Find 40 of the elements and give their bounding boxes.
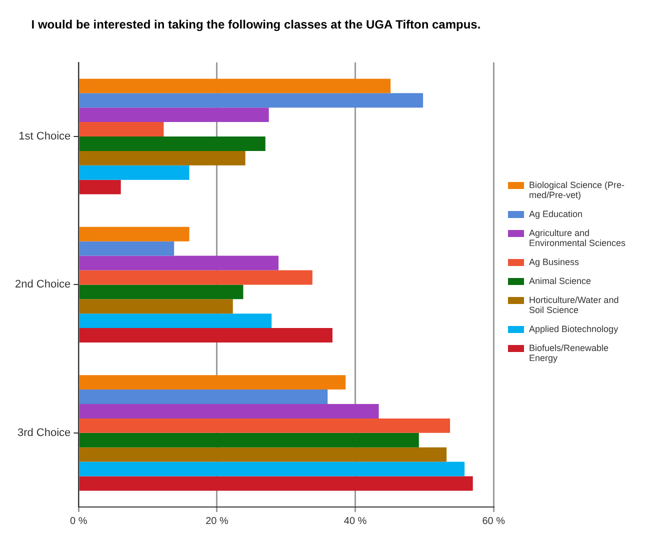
x-tick-label: 0 % xyxy=(70,516,88,527)
bar xyxy=(79,122,164,136)
legend-label: Ag Education xyxy=(529,208,583,218)
bar xyxy=(79,476,473,491)
bar xyxy=(79,432,419,448)
bar xyxy=(79,136,266,151)
bar xyxy=(79,314,272,328)
bar xyxy=(79,418,450,433)
bar xyxy=(79,270,312,285)
legend-label: Biofuels/Renewable Energy xyxy=(529,342,610,362)
legend-label: Applied Biotechnology xyxy=(529,324,618,334)
y-tick-label: 3rd Choice xyxy=(17,426,71,439)
bar xyxy=(79,165,190,180)
legend-label: Ag Business xyxy=(529,256,580,266)
bar xyxy=(79,447,447,462)
bar xyxy=(79,241,174,256)
x-tick-label: 40 % xyxy=(344,516,367,527)
chart-title: I would be interested in taking the following classes at the UGA Tifton campus. xyxy=(31,18,481,32)
x-tick-label: 20 % xyxy=(206,516,228,527)
bar xyxy=(79,328,332,342)
bar xyxy=(79,93,424,108)
x-tick-label: 60 % xyxy=(482,516,506,527)
bar xyxy=(79,390,328,404)
bar xyxy=(79,284,244,300)
bar xyxy=(79,462,465,476)
legend-label: Agriculture and Environmental Sciences xyxy=(529,228,627,248)
bar xyxy=(79,226,190,242)
legend-label: Animal Science xyxy=(529,276,592,286)
bar xyxy=(79,256,279,270)
y-tick-label: 2nd Choice xyxy=(14,278,71,291)
bar xyxy=(79,108,269,122)
bar xyxy=(79,404,379,418)
bar xyxy=(79,375,346,390)
bar xyxy=(79,180,121,194)
bar xyxy=(79,150,246,166)
legend-label: Horticulture/Water and Soil Science xyxy=(529,294,620,314)
y-tick-label: 1st Choice xyxy=(18,130,71,143)
bar xyxy=(79,78,391,94)
legend-label: Biological Science (Pre-med/Pre-vet) xyxy=(529,180,626,200)
bar xyxy=(79,299,233,314)
